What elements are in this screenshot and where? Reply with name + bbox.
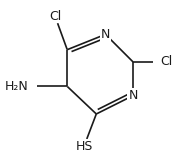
- Text: Cl: Cl: [161, 55, 173, 68]
- Text: H₂N: H₂N: [5, 80, 29, 93]
- Text: N: N: [101, 28, 110, 41]
- Text: Cl: Cl: [49, 9, 61, 22]
- Text: N: N: [128, 89, 138, 102]
- Text: HS: HS: [75, 140, 93, 153]
